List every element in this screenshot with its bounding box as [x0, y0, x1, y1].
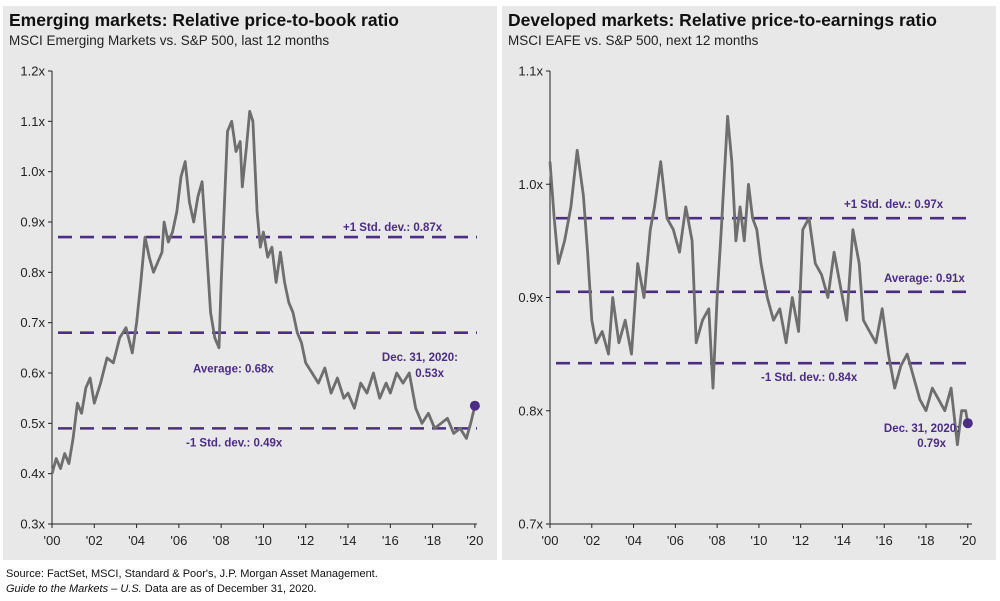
reference-label: +1 Std. dev.: 0.97x — [844, 199, 944, 211]
x-tick-label: '20 — [466, 533, 483, 548]
x-tick-label: '02 — [583, 533, 600, 548]
y-tick-label: 0.4x — [20, 466, 45, 481]
x-tick-label: '16 — [382, 533, 399, 548]
x-tick-label: '18 — [424, 533, 441, 548]
last-value-date-label: Dec. 31, 2020: — [884, 423, 960, 435]
x-tick-label: '08 — [709, 533, 726, 548]
reference-label: Average: 0.68x — [193, 364, 274, 376]
y-tick-label: 0.7x — [20, 315, 45, 330]
x-tick-label: '00 — [44, 533, 61, 548]
x-tick-label: '20 — [959, 533, 976, 548]
y-tick-label: 0.3x — [20, 517, 45, 532]
data-note: Guide to the Markets – U.S. Data are as … — [6, 583, 317, 595]
x-tick-label: '10 — [750, 533, 767, 548]
guide-title: Guide to the Markets – U.S. — [6, 583, 142, 595]
developed-markets-chart: 0.7x 0.8x 0.9x 1.0x 1.1x '00 '02 '04 '06 '08 '10 '1… — [518, 64, 976, 549]
data-date-note: Data are as of December 31, 2020. — [141, 583, 317, 595]
reference-label: -1 Std. dev.: 0.84x — [761, 372, 858, 384]
x-tick-label: '14 — [340, 533, 357, 548]
x-tick-label: '08 — [213, 533, 230, 548]
y-tick-label: 1.2x — [20, 64, 45, 79]
chart-subtitle: MSCI Emerging Markets vs. S&P 500, last … — [9, 33, 330, 48]
x-tick-label: '10 — [255, 533, 272, 548]
x-tick-label: '04 — [625, 533, 642, 548]
y-tick-label: 0.7x — [518, 517, 543, 532]
source-note: Source: FactSet, MSCI, Standard & Poor's… — [6, 568, 378, 580]
last-value-marker — [962, 418, 973, 429]
last-value-date-label: Dec. 31, 2020: — [382, 352, 458, 364]
reference-label: -1 Std. dev.: 0.49x — [186, 437, 283, 449]
x-tick-label: '02 — [86, 533, 103, 548]
x-tick-label: '12 — [297, 533, 314, 548]
x-tick-label: '06 — [667, 533, 684, 548]
x-tick-label: '18 — [918, 533, 935, 548]
x-tick-label: '14 — [834, 533, 851, 548]
x-tick-label: '06 — [170, 533, 187, 548]
y-tick-label: 1.0x — [20, 164, 45, 179]
y-tick-label: 0.8x — [20, 265, 45, 280]
last-value-label: 0.53x — [415, 368, 444, 380]
last-value-label: 0.79x — [917, 438, 946, 450]
y-tick-label: 0.5x — [20, 416, 45, 431]
y-tick-label: 0.6x — [20, 366, 45, 381]
x-tick-label: '12 — [792, 533, 809, 548]
y-tick-label: 0.8x — [518, 403, 543, 418]
chart-panel-developed: Developed markets: Relative price-to-ear… — [502, 6, 996, 560]
series-line — [548, 114, 970, 447]
reference-label: Average: 0.91x — [884, 273, 965, 285]
last-value-marker — [469, 400, 480, 411]
y-tick-label: 0.9x — [20, 215, 45, 230]
x-tick-label: '00 — [542, 533, 559, 548]
y-tick-label: 1.0x — [518, 177, 543, 192]
y-tick-label: 1.1x — [518, 64, 543, 79]
chart-title: Emerging markets: Relative price-to-book… — [9, 10, 399, 30]
series-line — [50, 109, 477, 475]
chart-panel-emerging: Emerging markets: Relative price-to-book… — [3, 6, 497, 560]
chart-subtitle: MSCI EAFE vs. S&P 500, next 12 months — [508, 33, 759, 48]
reference-label: +1 Std. dev.: 0.87x — [343, 222, 443, 234]
x-tick-label: '16 — [876, 533, 893, 548]
y-tick-label: 1.1x — [20, 114, 45, 129]
x-tick-label: '04 — [128, 533, 145, 548]
y-tick-label: 0.9x — [518, 290, 543, 305]
emerging-markets-chart: 0.3x 0.4x 0.5x 0.6x 0.7x 0.8x 0.9x 1.0x 1.1x 1.2x… — [20, 64, 483, 549]
chart-title: Developed markets: Relative price-to-ear… — [508, 10, 937, 30]
